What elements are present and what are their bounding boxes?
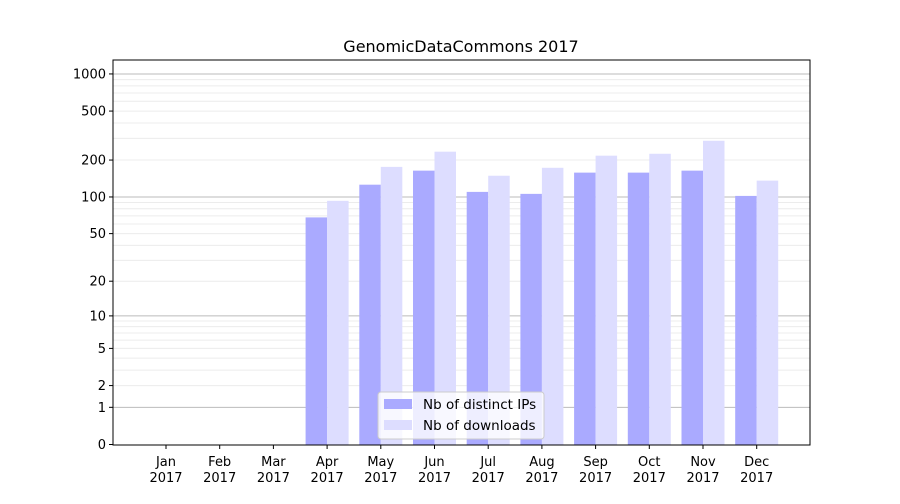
x-tick-label: Nov 2017	[686, 455, 719, 486]
x-tick-label: May 2017	[364, 455, 397, 486]
bar-downloads	[756, 180, 779, 445]
y-tick-label: 1	[98, 401, 106, 416]
bars	[305, 140, 779, 445]
x-tick-label: Sep 2017	[579, 455, 612, 486]
x-tick-label: Jan 2017	[149, 455, 182, 486]
y-axis: 0 1 2 5 10 20 50 100 200 500 1000	[73, 67, 113, 453]
y-tick-label: 200	[81, 154, 106, 169]
x-tick-label: Feb 2017	[203, 455, 236, 486]
x-tick-label: Dec 2017	[740, 455, 773, 486]
bar-downloads	[649, 153, 671, 445]
y-tick-label: 100	[81, 190, 106, 205]
legend-label-ips: Nb of distinct IPs	[423, 397, 536, 413]
y-tick-label: 20	[89, 275, 106, 290]
chart-title: GenomicDataCommons 2017	[343, 37, 578, 56]
x-tick-label: Jul 2017	[472, 455, 505, 486]
x-tick-label: Aug 2017	[525, 455, 558, 486]
x-tick-label: Mar 2017	[257, 455, 290, 486]
y-tick-label: 500	[81, 105, 106, 120]
y-tick-label: 50	[89, 227, 106, 242]
bar-distinct-ips	[359, 184, 381, 445]
bar-downloads	[380, 166, 403, 445]
bar-downloads	[488, 175, 510, 445]
y-tick-label: 1000	[73, 67, 106, 82]
y-tick-label: 5	[98, 342, 106, 357]
bar-distinct-ips	[735, 195, 757, 445]
bar-downloads	[595, 155, 618, 445]
bar-distinct-ips	[305, 217, 328, 445]
bar-distinct-ips	[413, 170, 435, 445]
bar-distinct-ips	[520, 193, 542, 445]
x-tick-label: Apr 2017	[311, 455, 344, 486]
x-axis: Jan 2017 Feb 2017 Mar 2017 Apr 2017 May 2017 Jun 20…	[149, 445, 773, 486]
y-tick-label: 0	[98, 438, 106, 453]
legend: Nb of distinct IPs Nb of downloads	[377, 391, 545, 440]
bar-distinct-ips	[627, 172, 650, 445]
bar-downloads	[434, 151, 456, 445]
legend-swatch-ips	[384, 399, 412, 409]
bar-distinct-ips	[466, 191, 489, 445]
y-tick-label: 10	[89, 309, 106, 324]
bar-distinct-ips	[574, 172, 596, 445]
y-tick-label: 2	[98, 379, 106, 394]
x-tick-label: Oct 2017	[633, 455, 666, 486]
legend-swatch-downloads	[384, 420, 412, 430]
x-tick-label: Jun 2017	[418, 455, 451, 486]
legend-label-downloads: Nb of downloads	[423, 418, 536, 434]
bar-downloads	[541, 167, 564, 445]
bar-downloads	[703, 140, 725, 445]
axes-frame	[112, 59, 811, 446]
bar-downloads	[327, 200, 349, 445]
bar-distinct-ips	[681, 170, 703, 445]
